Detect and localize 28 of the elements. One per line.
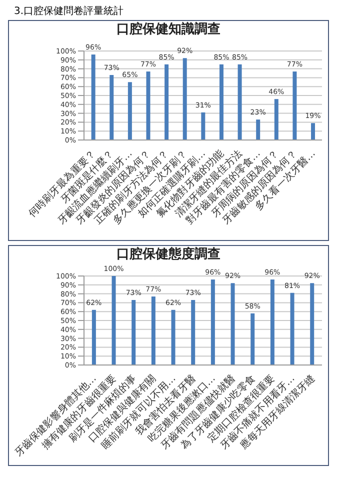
bar [219, 64, 224, 140]
bar [110, 75, 114, 140]
bar [146, 71, 150, 140]
bar [164, 64, 169, 140]
text: 3.口腔保健問卷評量統計 [14, 4, 125, 18]
bar [112, 276, 116, 365]
bar [128, 82, 132, 140]
bar [191, 300, 196, 365]
bar [270, 280, 274, 365]
bar [290, 292, 294, 365]
bar [151, 296, 156, 365]
bar [171, 310, 176, 365]
chart-title: 口腔保健知識調查 [116, 21, 222, 39]
bar [230, 283, 235, 365]
bar [274, 99, 278, 140]
bar [256, 120, 260, 140]
bar [250, 313, 255, 365]
bar [210, 280, 215, 365]
bar [132, 300, 136, 365]
bar [91, 54, 96, 140]
bar [292, 71, 297, 140]
chart-title: 口腔保健態度調查 [116, 246, 222, 264]
bar [238, 64, 242, 140]
bar [310, 283, 314, 365]
bar [92, 310, 96, 365]
bar [201, 112, 206, 140]
bar [311, 123, 316, 140]
bar [182, 58, 187, 140]
